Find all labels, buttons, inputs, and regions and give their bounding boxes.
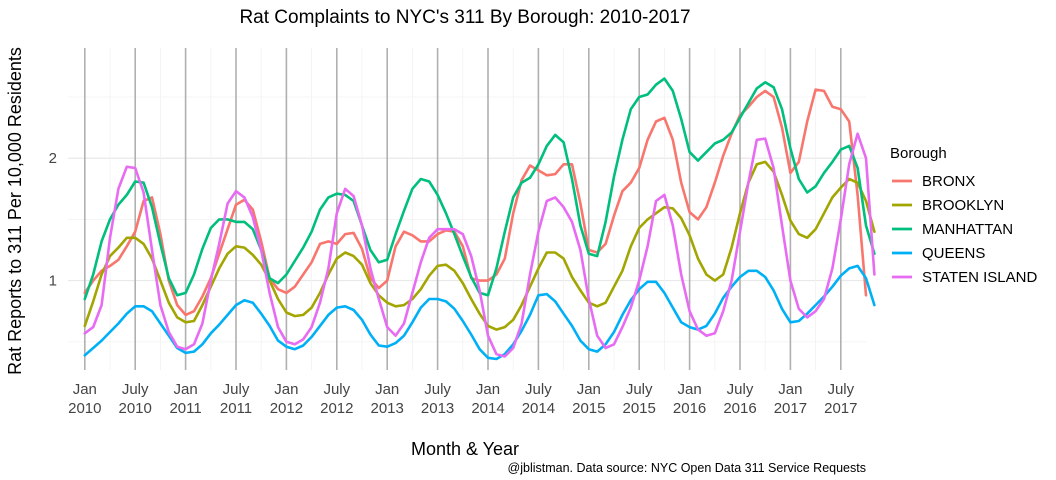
x-tick-label-year: 2014 — [522, 400, 555, 417]
x-tick-label-month: July — [727, 381, 754, 398]
y-tick-label: 1 — [49, 273, 57, 290]
x-tick-label-year: 2011 — [169, 400, 201, 417]
chart-title: Rat Complaints to NYC's 311 By Borough: … — [239, 7, 690, 28]
x-axis-title: Month & Year — [411, 439, 519, 459]
x-tick-label-month: July — [424, 381, 451, 398]
x-tick-label-year: 2015 — [623, 400, 656, 417]
x-tick-label-year: 2013 — [421, 400, 454, 417]
x-tick-label-month: Jan — [73, 381, 97, 398]
x-tick-label-year: 2010 — [119, 400, 152, 417]
x-tick-label-month: Jan — [778, 381, 802, 398]
series-lines — [83, 77, 876, 361]
x-tick-label-year: 2012 — [320, 400, 353, 417]
x-tick-label-month: July — [122, 381, 149, 398]
y-tick-label: 2 — [49, 150, 57, 167]
x-tick-label-year: 2017 — [774, 400, 807, 417]
legend-label: QUEENS — [922, 245, 985, 262]
x-tick-label-year: 2012 — [270, 400, 303, 417]
series-line-manhattan — [83, 77, 876, 301]
series-line-staten-island — [83, 132, 876, 358]
x-tick-label-year: 2014 — [471, 400, 504, 417]
legend-label: BRONX — [922, 173, 975, 190]
legend-title: Borough — [890, 145, 947, 162]
x-tick-label-month: Jan — [577, 381, 601, 398]
x-tick-label-month: July — [626, 381, 653, 398]
series-line-brooklyn — [83, 160, 876, 331]
x-tick-label-month: Jan — [274, 381, 298, 398]
x-tick-label-month: Jan — [375, 381, 399, 398]
x-tick-label-month: Jan — [678, 381, 702, 398]
x-tick-label-month: July — [827, 381, 854, 398]
x-tick-label-year: 2013 — [371, 400, 404, 417]
x-tick-label-month: July — [323, 381, 350, 398]
x-tick-label-month: July — [525, 381, 552, 398]
axes: 1 2 Jan 2010 July 2010 Jan 2011 July 2011 Jan 2012 J… — [49, 150, 858, 417]
x-tick-label-year: 2017 — [824, 400, 857, 417]
legend-label: BROOKLYN — [922, 197, 1004, 214]
x-tick-label-year: 2011 — [220, 400, 252, 417]
x-tick-label-month: Jan — [476, 381, 500, 398]
x-tick-label-year: 2016 — [673, 400, 706, 417]
legend-label: MANHATTAN — [922, 221, 1013, 238]
caption: @jblistman. Data source: NYC Open Data 3… — [508, 461, 866, 475]
y-axis-title: Rat Reports to 311 Per 10,000 Residents — [5, 47, 25, 375]
legend-label: STATEN ISLAND — [922, 269, 1037, 286]
x-tick-label-year: 2015 — [572, 400, 605, 417]
x-tick-label-year: 2016 — [723, 400, 756, 417]
series-line-queens — [83, 264, 876, 361]
x-tick-label-month: Jan — [174, 381, 198, 398]
legend: Borough BRONX BROOKLYN MANHATTAN QUEENS STATE… — [890, 145, 1037, 286]
x-tick-label-month: July — [223, 381, 250, 398]
x-tick-label-year: 2010 — [68, 400, 101, 417]
